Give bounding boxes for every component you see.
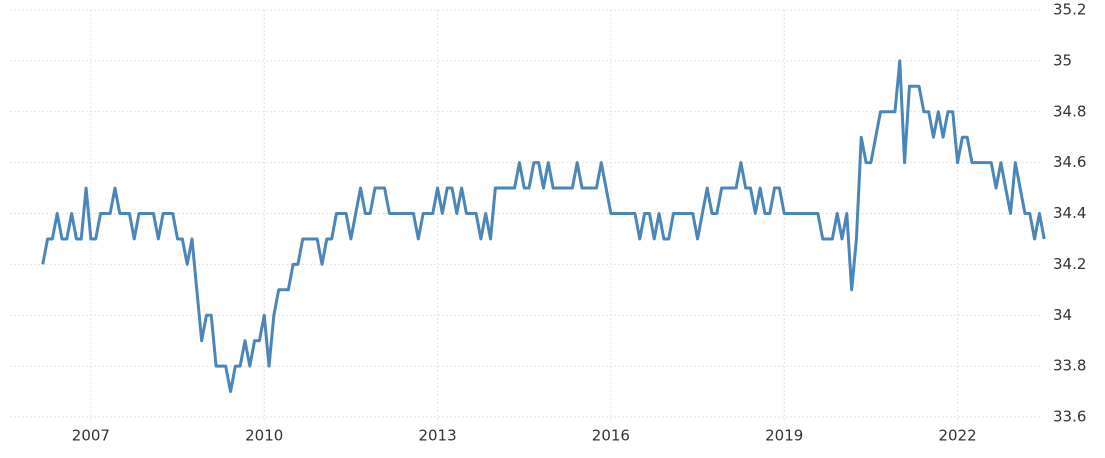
y-tick-label: 35.2 xyxy=(1053,1,1086,19)
y-tick-label: 33.8 xyxy=(1053,357,1086,375)
y-tick-label: 33.6 xyxy=(1053,408,1086,426)
x-tick-label: 2022 xyxy=(938,427,976,445)
x-tick-label: 2019 xyxy=(765,427,803,445)
y-tick-label: 34.8 xyxy=(1053,102,1086,120)
x-tick-label: 2013 xyxy=(418,427,456,445)
data-line xyxy=(41,59,1046,394)
y-tick-label: 34.2 xyxy=(1053,255,1086,273)
x-tick-label: 2007 xyxy=(72,427,110,445)
y-tick-label: 34.4 xyxy=(1053,204,1086,222)
y-tick-label: 35 xyxy=(1053,51,1072,69)
x-tick-label: 2016 xyxy=(592,427,630,445)
y-tick-label: 34.6 xyxy=(1053,153,1086,171)
x-tick-label: 2010 xyxy=(245,427,283,445)
y-tick-label: 34 xyxy=(1053,306,1072,324)
